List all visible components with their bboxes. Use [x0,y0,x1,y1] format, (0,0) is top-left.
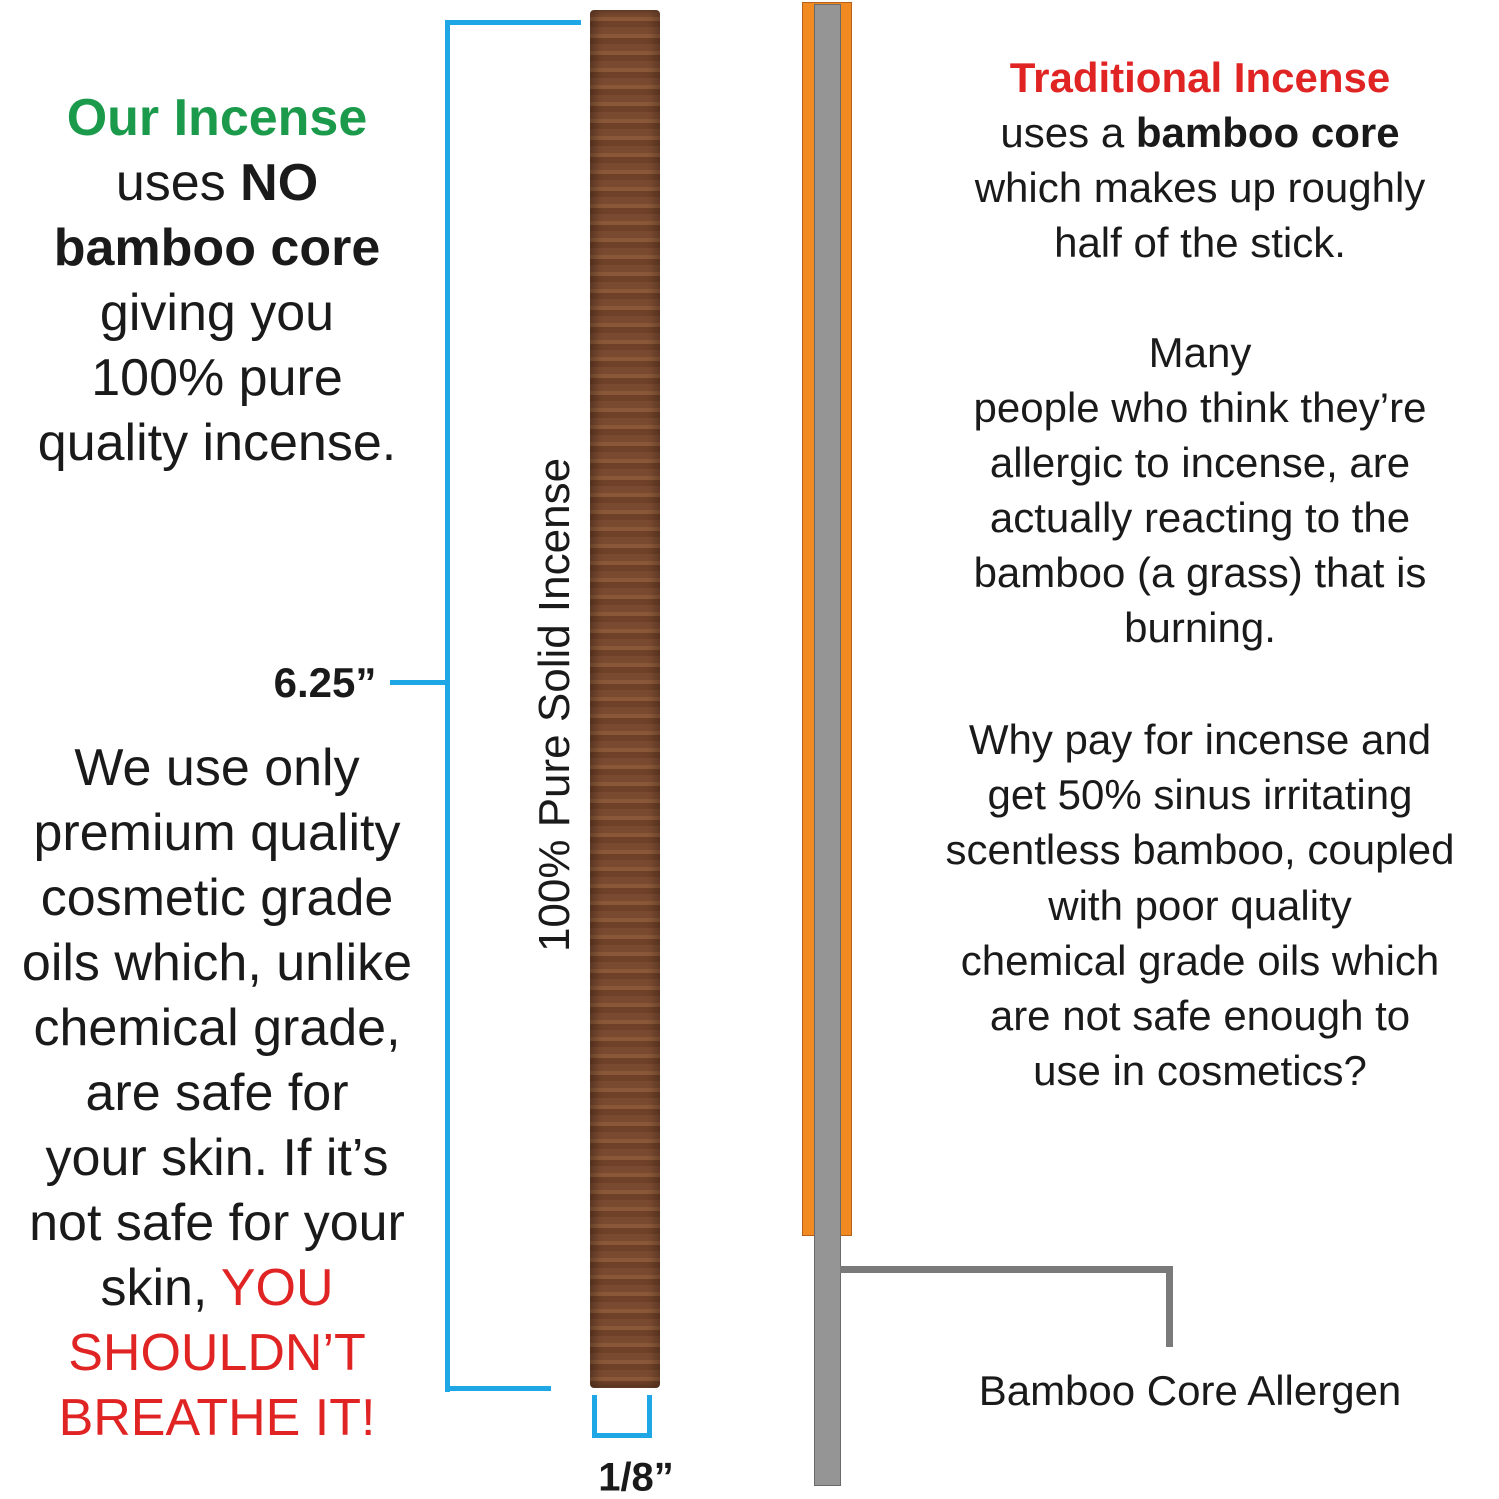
text-segment: uses [115,154,241,212]
text-segment: with poor quality [1048,881,1352,929]
text-line: premium quality [33,803,400,863]
text-segment: bamboo core [1135,109,1400,156]
bamboo-core-allergen-label: Bamboo Core Allergen [978,1367,1402,1414]
text-line: Our Incense [67,88,368,148]
text-line: chemical grade, [33,998,400,1058]
length-bracket-tick [390,680,448,685]
text-segment: chemical grade, [33,999,401,1057]
text-segment: bamboo core [53,219,381,277]
text-line: your skin. If it’s [46,1128,389,1188]
text-line: quality incense. [38,413,396,473]
length-label: 6.25” [273,659,377,706]
length-bracket-top [445,20,581,25]
width-bracket [592,1395,652,1438]
bamboo-connector-horizontal [840,1266,1173,1273]
text-segment: people who think they’re [973,384,1427,431]
text-line: Many [1149,329,1252,377]
bamboo-connector-vertical [1166,1266,1173,1347]
text-segment: use in cosmetics? [1033,1047,1367,1095]
text-segment: burning. [1124,604,1276,651]
bamboo-core [814,4,841,1486]
text-line: are safe for [85,1063,348,1123]
text-segment: scentless bamboo, coupled [945,826,1455,874]
text-segment: YOU [220,1259,334,1317]
text-segment: chemical grade oils which [960,936,1440,984]
text-segment: which makes up roughly [974,164,1426,211]
text-line: are not safe enough to [990,992,1410,1040]
text-segment: We use only [74,739,360,797]
text-line: people who think they’re [974,384,1427,432]
text-line: allergic to incense, are [990,439,1410,487]
text-segment: Traditional Incense [1009,54,1391,101]
text-line: uses NO [116,153,318,213]
text-segment: NO [240,154,319,212]
text-segment: skin, [100,1259,221,1317]
text-line: scentless bamboo, coupled [946,826,1455,874]
text-line: actually reacting to the [990,494,1410,542]
text-line: 100% pure [91,348,343,408]
text-line: with poor quality [1048,882,1352,930]
text-segment: are not safe enough to [989,992,1411,1039]
text-line: half of the stick. [1054,219,1346,267]
text-line: get 50% sinus irritating [988,771,1413,819]
text-line: bamboo (a grass) that is [974,549,1427,597]
text-line: oils which, unlike [22,933,412,993]
text-segment: giving you [99,284,335,342]
text-line: SHOULDN’T [68,1323,366,1383]
length-bracket-vertical [445,20,450,1392]
text-segment: 100% pure [91,349,343,407]
text-segment: premium quality [33,804,401,862]
text-line: giving you [100,283,334,343]
text-segment: actually reacting to the [989,494,1411,541]
text-line: bamboo core [54,218,381,278]
text-line: cosmetic grade [41,868,394,928]
text-line: BREATHE IT! [59,1388,376,1448]
text-segment: SHOULDN’T [68,1324,366,1382]
text-segment: your skin. If it’s [45,1129,389,1187]
stick-label: 100% Pure Solid Incense [530,457,579,953]
text-segment: bamboo (a grass) that is [973,549,1427,596]
text-line: not safe for your [29,1193,405,1253]
text-line: chemical grade oils which [961,937,1440,985]
text-segment: BREATHE IT! [58,1389,376,1447]
text-segment: Why pay for incense and [968,716,1432,763]
text-line: We use only [74,738,359,798]
text-line: use in cosmetics? [1033,1047,1367,1095]
text-line: burning. [1124,604,1276,652]
text-line: uses a bamboo core [1000,109,1399,157]
text-segment: Many [1148,329,1252,376]
text-segment: half of the stick. [1054,219,1346,266]
text-segment: are safe for [85,1064,349,1122]
solid-incense-stick [590,10,660,1388]
width-label: 1/8” [598,1455,674,1499]
text-segment: oils which, unlike [21,934,413,992]
text-line: Why pay for incense and [969,716,1431,764]
text-segment: cosmetic grade [40,869,394,927]
text-segment: get 50% sinus irritating [987,771,1413,819]
text-segment: quality incense. [37,414,397,472]
text-line: which makes up roughly [975,164,1426,212]
text-segment: allergic to incense, are [989,439,1411,486]
text-segment: not safe for your [29,1194,405,1252]
text-line: Traditional Incense [1010,54,1390,102]
text-line: skin, YOU [100,1258,333,1318]
text-segment: uses a [1000,109,1136,156]
text-segment: Our Incense [66,89,368,147]
length-bracket-bottom [445,1386,551,1391]
